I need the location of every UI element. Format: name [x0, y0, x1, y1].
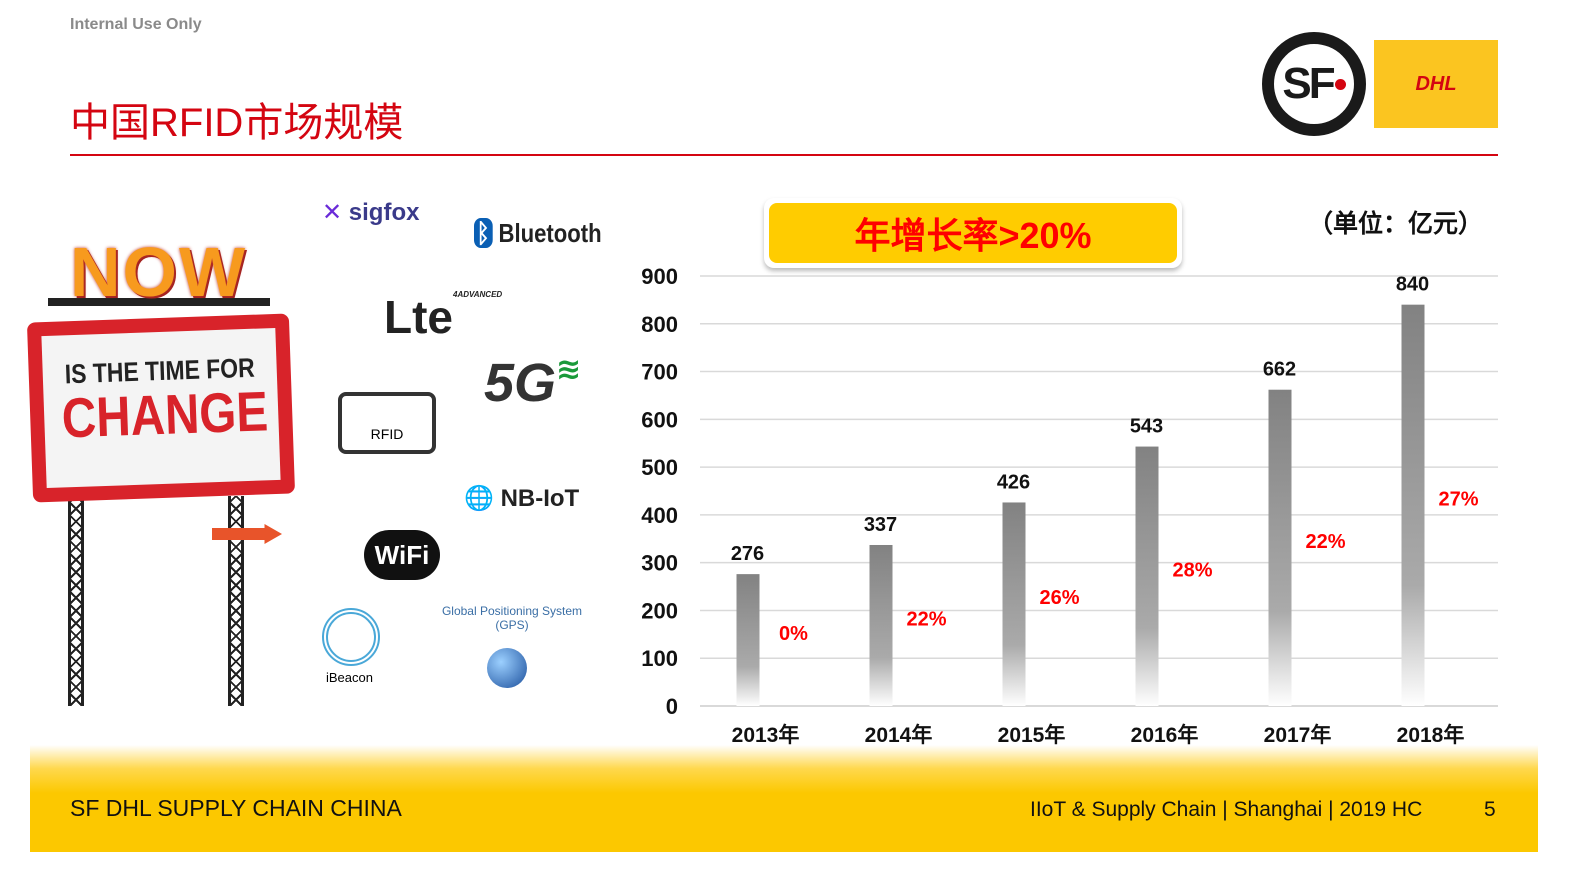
bluetooth-logo: ᛒ Bluetooth: [474, 218, 602, 249]
sign-leg-right: [228, 496, 244, 706]
wifi-logo: WiFi: [364, 530, 440, 580]
rfid-logo: RFID: [338, 392, 436, 454]
ibeacon-icon: [322, 608, 380, 666]
y-tick-label: 700: [641, 360, 678, 385]
value-label: 840: [1396, 274, 1429, 296]
sign-rail: [48, 298, 270, 306]
y-tick-label: 100: [641, 646, 678, 671]
growth-label: 22%: [906, 608, 946, 630]
y-tick-label: 0: [666, 694, 678, 719]
ibeacon-label: iBeacon: [326, 670, 373, 685]
internal-use-label: Internal Use Only: [70, 16, 202, 33]
x-tick-label: 2016年: [1131, 723, 1199, 747]
page-title: 中国RFID市场规模: [70, 101, 404, 145]
sign-leg-left: [68, 496, 84, 706]
bar: [1268, 389, 1292, 706]
dhl-logo: DHL: [1374, 40, 1498, 128]
y-tick-label: 400: [641, 503, 678, 528]
y-tick-label: 900: [641, 264, 678, 289]
value-label: 662: [1263, 359, 1296, 381]
y-tick-label: 200: [641, 598, 678, 623]
bar: [1002, 502, 1026, 706]
growth-callout-text: 年增长率>20%: [769, 203, 1177, 263]
growth-label: 28%: [1172, 559, 1212, 581]
lte-logo: Lte4ADVANCED: [384, 290, 503, 343]
page-number: 5: [1484, 798, 1496, 821]
x-tick-label: 2014年: [865, 723, 933, 747]
growth-label: 22%: [1305, 531, 1345, 553]
value-label: 426: [997, 471, 1030, 493]
growth-label: 0%: [779, 623, 808, 645]
bar: [869, 544, 893, 706]
dhl-logo-text: DHL: [1415, 72, 1457, 95]
y-tick-label: 600: [641, 407, 678, 432]
y-tick-label: 300: [641, 551, 678, 576]
5g-logo: 5G≋: [484, 353, 582, 413]
bar: [1401, 304, 1425, 706]
title-divider: [70, 154, 1498, 156]
x-tick-label: 2015年: [998, 723, 1066, 747]
x-tick-label: 2013年: [732, 723, 800, 747]
x-tick-label: 2017年: [1264, 723, 1332, 747]
bar: [736, 574, 760, 706]
footer-company: SF DHL SUPPLY CHAIN CHINA: [70, 795, 402, 821]
globe-icon: [487, 648, 527, 688]
value-label: 337: [864, 514, 897, 536]
footer-band: [30, 745, 1538, 852]
nb-iot-logo: 🌐 NB-IoT: [464, 485, 580, 512]
now-sign: NOW: [70, 233, 248, 311]
growth-label: 26%: [1039, 587, 1079, 609]
x-tick-label: 2018年: [1397, 723, 1465, 747]
gps-label: Global Positioning System (GPS): [441, 604, 583, 632]
sigfox-logo: ✕ sigfox: [322, 199, 420, 226]
footer-event: IIoT & Supply Chain | Shanghai | 2019 HC: [1030, 798, 1423, 821]
growth-label: 27%: [1438, 488, 1478, 510]
y-tick-label: 800: [641, 312, 678, 337]
unit-label: （单位：亿元）: [1308, 210, 1484, 238]
arrow-icon: [212, 524, 282, 544]
value-label: 276: [731, 543, 764, 565]
value-label: 543: [1130, 416, 1163, 438]
sf-logo-text: SF: [1282, 59, 1335, 108]
y-tick-label: 500: [641, 455, 678, 480]
bar: [1135, 446, 1159, 706]
growth-callout: 年增长率>20%: [764, 198, 1182, 268]
